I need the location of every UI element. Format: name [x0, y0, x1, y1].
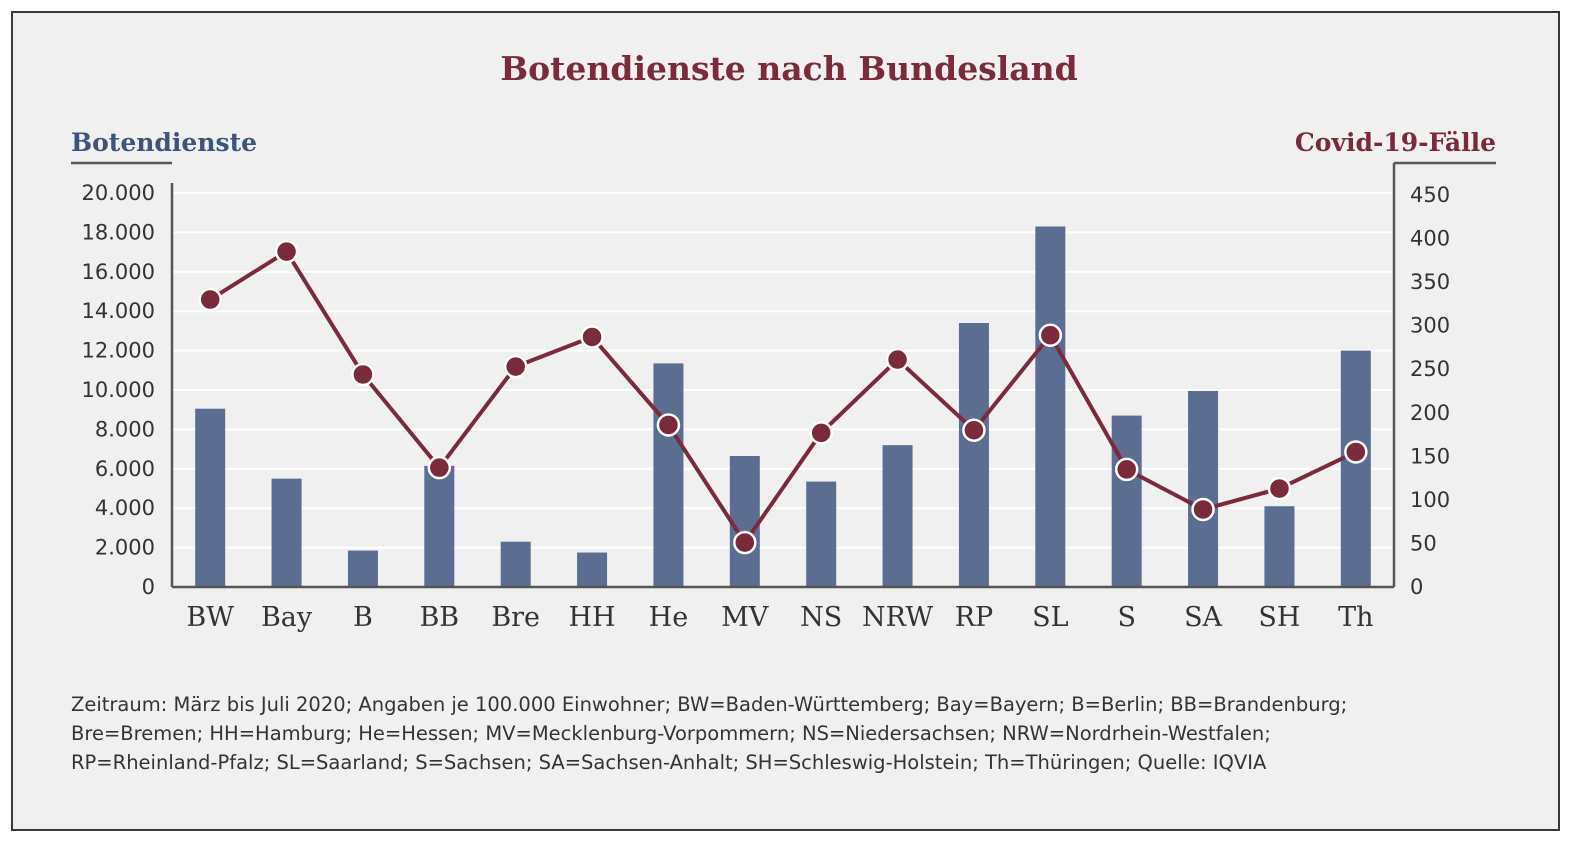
- line-point: [885, 347, 910, 372]
- right-tick-label: 150: [1410, 444, 1450, 468]
- bar: [424, 465, 455, 587]
- category-label: Bay: [261, 602, 313, 633]
- line-point: [1038, 323, 1063, 347]
- left-tick-label: 10.000: [82, 378, 155, 402]
- line-point: [198, 287, 222, 312]
- left-tick-label: 16.000: [82, 260, 155, 284]
- right-tick-label: 250: [1410, 357, 1450, 381]
- left-tick-label: 2.000: [95, 536, 155, 560]
- bar: [1111, 415, 1142, 587]
- category-label: BB: [419, 602, 459, 633]
- chart-title: Botendienste nach Bundesland: [500, 49, 1078, 88]
- category-label: B: [353, 602, 373, 633]
- right-tick-label: 300: [1410, 314, 1450, 338]
- category-label: S: [1117, 602, 1136, 633]
- line-point: [962, 418, 986, 442]
- bar: [1188, 390, 1219, 587]
- category-label: Th: [1338, 602, 1373, 633]
- left-axis-title: Botendienste: [71, 128, 257, 157]
- bar: [347, 550, 378, 587]
- left-tick-label: 14.000: [82, 299, 155, 323]
- bar: [882, 445, 913, 587]
- bar-series: [195, 226, 1371, 588]
- bar: [958, 323, 989, 587]
- left-tick-label: 12.000: [82, 339, 155, 363]
- footnote-line: Bre=Bremen; HH=Hamburg; He=Hessen; MV=Me…: [71, 722, 1271, 745]
- line-point: [274, 239, 299, 264]
- category-label: NS: [800, 602, 842, 633]
- category-label: NRW: [862, 602, 933, 633]
- bar: [729, 455, 760, 587]
- chart-frame: [11, 11, 1560, 831]
- category-label: BW: [186, 602, 234, 633]
- bar: [195, 408, 226, 587]
- category-label: Bre: [491, 602, 540, 633]
- line-path: [209, 249, 1357, 545]
- axes: [71, 161, 1496, 589]
- line-point: [503, 354, 528, 379]
- right-tick-label: 450: [1410, 183, 1450, 207]
- left-tick-label: 4.000: [95, 496, 155, 520]
- line-point: [733, 530, 757, 555]
- left-tick-label: 8.000: [95, 417, 155, 441]
- bar: [577, 552, 608, 587]
- tick-labels: 0 2.000 4.000 6.000 8.000 10.000 12.000 14.000 1…: [82, 181, 1451, 633]
- footnote-line: RP=Rheinland-Pfalz; SL=Saarland; S=Sachs…: [71, 751, 1267, 774]
- bar: [500, 541, 531, 587]
- bar: [653, 363, 684, 587]
- line-series: [198, 239, 1368, 555]
- right-tick-label: 200: [1410, 401, 1450, 425]
- bar: [1340, 350, 1371, 587]
- line-point: [1344, 440, 1368, 464]
- left-tick-label: 20.000: [82, 181, 155, 205]
- line-point: [580, 325, 604, 349]
- right-axis-title: Covid-19-Fälle: [1295, 128, 1496, 157]
- footnote: Zeitraum: März bis Juli 2020; Angaben je…: [71, 690, 1491, 777]
- line-point: [1191, 497, 1215, 522]
- right-tick-label: 0: [1410, 575, 1423, 599]
- bar: [271, 478, 302, 587]
- right-tick-label: 50: [1410, 531, 1437, 555]
- category-label: MV: [721, 602, 769, 633]
- category-label: SH: [1258, 602, 1300, 633]
- line-point: [351, 362, 375, 387]
- left-tick-label: 18.000: [82, 220, 155, 244]
- line-point: [656, 413, 681, 437]
- footnote-line: Zeitraum: März bis Juli 2020; Angaben je…: [71, 693, 1348, 716]
- left-tick-label: 6.000: [95, 457, 155, 481]
- right-tick-label: 350: [1410, 270, 1450, 294]
- line-point: [1267, 476, 1292, 501]
- line-point: [1114, 457, 1139, 482]
- category-label: HH: [569, 602, 616, 633]
- bar: [1264, 506, 1295, 587]
- category-label: SL: [1032, 602, 1068, 633]
- line-point: [427, 455, 452, 480]
- bar: [1035, 226, 1066, 588]
- line-point: [809, 421, 833, 445]
- category-label: He: [649, 602, 689, 633]
- right-tick-label: 400: [1410, 227, 1450, 251]
- bar: [806, 481, 837, 587]
- category-label: RP: [955, 602, 994, 633]
- right-tick-label: 100: [1410, 488, 1450, 512]
- category-label: SA: [1184, 602, 1222, 633]
- left-tick-label: 0: [142, 575, 155, 599]
